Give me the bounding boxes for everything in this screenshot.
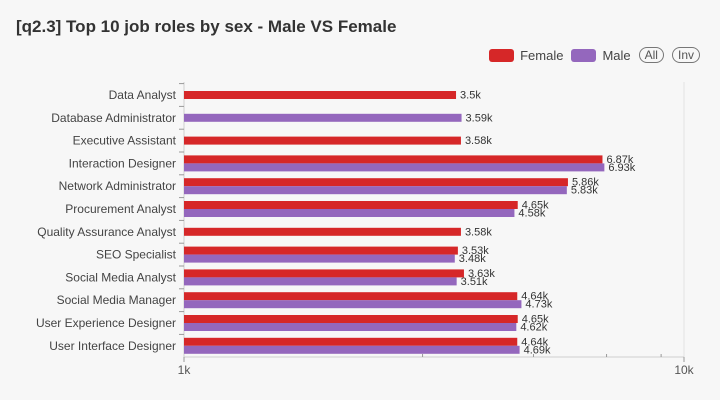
legend-invert-button[interactable]: Inv [671, 47, 700, 63]
bar-male-social-media-analyst [184, 277, 457, 286]
data-label-female-user-interface-designer: 4.64k [521, 336, 548, 348]
bar-male-database-administrator [184, 113, 462, 122]
legend: Female Male All Inv [481, 47, 700, 63]
bar-male-user-interface-designer [184, 345, 520, 354]
data-label-female-executive-assistant: 3.58k [465, 135, 492, 147]
bar-female-interaction-designer [184, 155, 603, 164]
category-label-network-administrator: Network Administrator [59, 179, 176, 193]
category-label-executive-assistant: Executive Assistant [73, 134, 177, 148]
data-label-female-social-media-analyst: 3.63k [468, 268, 495, 280]
bar-female-executive-assistant [184, 136, 461, 145]
category-label-user-interface-designer: User Interface Designer [49, 339, 176, 353]
bar-female-data-analyst [184, 91, 457, 99]
legend-label-male: Male [602, 47, 631, 63]
bar-female-seo-specialist [184, 246, 458, 255]
legend-item-male[interactable]: Male [571, 47, 631, 63]
legend-label-female: Female [520, 47, 564, 63]
bar-female-social-media-analyst [184, 269, 464, 278]
data-label-female-procurement-analyst: 4.65k [522, 200, 549, 212]
data-label-male-social-media-analyst: 3.51k [461, 276, 488, 288]
bar-female-quality-assurance-analyst [184, 227, 461, 236]
category-label-social-media-manager: Social Media Manager [57, 293, 176, 307]
x-tick-label-1k: 1k [178, 363, 192, 377]
bar-male-interaction-designer [184, 163, 605, 172]
bar-female-user-experience-designer [184, 315, 518, 323]
data-label-female-interaction-designer: 6.87k [606, 154, 633, 166]
bar-female-procurement-analyst [184, 201, 518, 209]
data-label-male-social-media-manager: 4.73k [525, 299, 552, 311]
category-label-social-media-analyst: Social Media Analyst [65, 270, 176, 284]
category-label-data-analyst: Data Analyst [109, 88, 177, 102]
data-label-male-user-interface-designer: 4.69k [524, 344, 551, 356]
data-label-male-seo-specialist: 3.48k [459, 253, 486, 265]
bar-male-seo-specialist [184, 254, 455, 263]
bar-female-social-media-manager [184, 292, 518, 301]
category-label-procurement-analyst: Procurement Analyst [65, 202, 176, 216]
data-label-female-social-media-manager: 4.64k [521, 291, 548, 303]
bar-female-network-administrator [184, 178, 568, 187]
data-label-male-network-administrator: 5.83k [571, 185, 598, 197]
bar-male-procurement-analyst [184, 209, 515, 217]
legend-swatch-male [571, 48, 597, 62]
data-label-female-network-administrator: 5.86k [572, 177, 599, 189]
legend-item-female[interactable]: Female [489, 48, 563, 63]
data-label-female-user-experience-designer: 4.65k [522, 314, 549, 326]
data-label-female-data-analyst: 3.5k [460, 90, 481, 102]
chart-title: [q2.3] Top 10 job roles by sex - Male VS… [16, 17, 397, 36]
data-label-male-user-experience-designer: 4.62k [520, 322, 547, 334]
data-label-male-procurement-analyst: 4.58k [518, 208, 545, 220]
category-label-seo-specialist: SEO Specialist [96, 248, 177, 262]
x-tick-label-10k: 10k [674, 363, 694, 377]
bar-female-user-interface-designer [184, 337, 518, 346]
category-label-database-administrator: Database Administrator [51, 111, 176, 125]
legend-all-button[interactable]: All [638, 47, 664, 63]
category-label-user-experience-designer: User Experience Designer [36, 316, 176, 330]
data-label-male-interaction-designer: 6.93k [608, 162, 635, 174]
data-label-female-quality-assurance-analyst: 3.58k [465, 226, 492, 238]
bar-male-network-administrator [184, 186, 567, 195]
data-label-female-seo-specialist: 3.53k [462, 245, 489, 257]
legend-swatch-female [489, 48, 515, 62]
data-label-male-database-administrator: 3.59k [466, 112, 493, 124]
category-label-interaction-designer: Interaction Designer [69, 156, 176, 170]
bar-male-social-media-manager [184, 300, 522, 309]
category-label-quality-assurance-analyst: Quality Assurance Analyst [37, 225, 176, 239]
bar-male-user-experience-designer [184, 323, 517, 331]
